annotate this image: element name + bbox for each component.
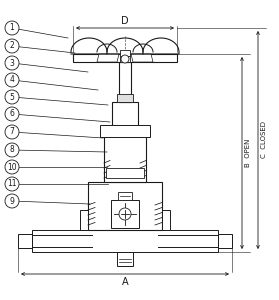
Bar <box>118 192 132 200</box>
Bar <box>117 252 133 266</box>
Bar <box>32 230 218 252</box>
Bar <box>100 125 150 137</box>
Bar <box>117 94 133 102</box>
Circle shape <box>5 39 19 53</box>
Bar <box>120 50 130 56</box>
Text: 7: 7 <box>9 128 15 136</box>
Circle shape <box>5 177 19 191</box>
Circle shape <box>5 56 19 70</box>
Text: 1: 1 <box>9 23 15 32</box>
Text: 4: 4 <box>9 76 15 85</box>
Circle shape <box>119 208 131 220</box>
Bar <box>104 132 146 182</box>
Circle shape <box>5 194 19 208</box>
Bar <box>111 200 139 228</box>
Text: 11: 11 <box>7 179 17 188</box>
Text: 6: 6 <box>9 110 15 118</box>
Bar <box>73 54 177 62</box>
Bar <box>119 62 131 102</box>
Polygon shape <box>97 54 119 62</box>
Circle shape <box>5 73 19 87</box>
Circle shape <box>5 107 19 121</box>
Text: A: A <box>122 277 128 287</box>
Circle shape <box>5 160 19 174</box>
Text: 9: 9 <box>9 196 15 206</box>
Circle shape <box>121 55 129 63</box>
Bar <box>218 234 232 248</box>
Circle shape <box>5 125 19 139</box>
Text: 10: 10 <box>7 163 17 172</box>
Text: 8: 8 <box>9 146 15 154</box>
Text: D: D <box>121 16 129 26</box>
Text: 5: 5 <box>9 92 15 101</box>
Bar <box>112 102 138 132</box>
Bar <box>162 210 170 230</box>
Polygon shape <box>131 54 153 62</box>
Bar <box>80 210 88 230</box>
Text: C  CLOSED: C CLOSED <box>261 122 267 158</box>
Circle shape <box>5 143 19 157</box>
Bar <box>88 182 162 230</box>
Bar <box>106 168 144 178</box>
Bar <box>18 234 32 248</box>
Text: 2: 2 <box>9 41 15 50</box>
Circle shape <box>5 90 19 104</box>
Text: B  OPEN: B OPEN <box>245 139 251 167</box>
Text: 3: 3 <box>9 58 15 68</box>
Circle shape <box>5 21 19 35</box>
Bar <box>120 56 130 62</box>
